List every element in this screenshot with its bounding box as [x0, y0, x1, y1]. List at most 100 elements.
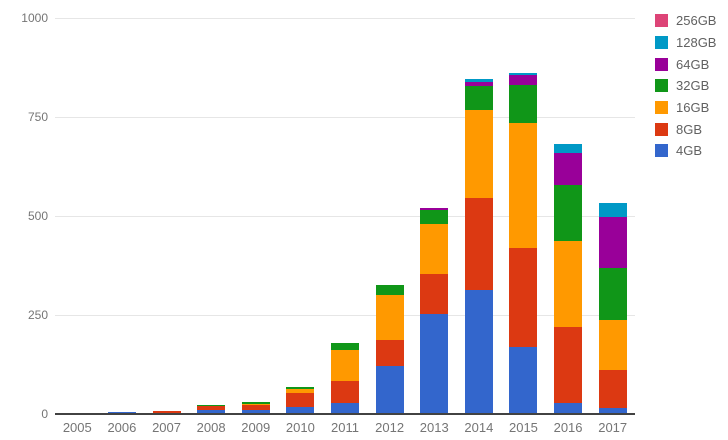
- bar-segment-2014-4GB[interactable]: [464, 290, 493, 414]
- bar-segment-2016-128GB[interactable]: [554, 143, 583, 154]
- x-tick-label-2014: 2014: [464, 420, 494, 435]
- gridline-250: [55, 314, 635, 316]
- bar-2011: [331, 342, 359, 414]
- legend-swatch-16GB: [655, 101, 668, 115]
- bar-segment-2017-128GB[interactable]: [598, 203, 627, 218]
- legend-item-256GB: 256GB: [655, 10, 716, 32]
- legend-swatch-64GB: [655, 57, 668, 71]
- bar-segment-2016-4GB[interactable]: [554, 403, 583, 414]
- bar-segment-2014-128GB[interactable]: [464, 79, 493, 83]
- bar-segment-2017-8GB[interactable]: [598, 370, 627, 409]
- bar-segment-2013-4GB[interactable]: [420, 313, 449, 414]
- bar-segment-2014-8GB[interactable]: [464, 198, 493, 291]
- x-tick-label-2012: 2012: [375, 420, 405, 435]
- x-axis-baseline: [55, 413, 635, 415]
- bar-segment-2009-16GB[interactable]: [241, 404, 270, 406]
- bar-segment-2011-8GB[interactable]: [331, 380, 359, 403]
- bar-2008: [197, 404, 226, 414]
- legend-item-32GB: 32GB: [655, 75, 716, 97]
- gridline-1000: [55, 17, 635, 19]
- y-tick-label-1000: 1000: [21, 11, 48, 25]
- y-tick-label-500: 500: [27, 209, 48, 223]
- bar-segment-2011-4GB[interactable]: [331, 402, 359, 414]
- bar-segment-2008-4GB[interactable]: [197, 410, 226, 414]
- x-tick-label-2016: 2016: [553, 420, 583, 435]
- bar-segment-2012-8GB[interactable]: [375, 339, 404, 367]
- bar-2012: [375, 284, 404, 414]
- legend-label-16GB: 16GB: [676, 100, 710, 116]
- bar-segment-2014-32GB[interactable]: [464, 86, 493, 110]
- bar-segment-2016-32GB[interactable]: [554, 184, 583, 242]
- bar-segment-2017-64GB[interactable]: [598, 217, 627, 269]
- legend-swatch-32GB: [655, 79, 668, 93]
- x-tick-label-2011: 2011: [331, 420, 359, 435]
- y-tick-label-750: 750: [27, 110, 48, 124]
- bar-segment-2008-8GB[interactable]: [197, 406, 226, 411]
- bar-2010: [286, 387, 315, 414]
- bar-2017: [598, 203, 627, 414]
- x-tick-label-2008: 2008: [196, 420, 226, 435]
- legend-label-64GB: 64GB: [676, 56, 710, 72]
- legend-label-8GB: 8GB: [676, 121, 703, 137]
- y-tick-label-250: 250: [27, 308, 48, 322]
- legend-item-128GB: 128GB: [655, 32, 716, 54]
- legend-item-4GB: 4GB: [655, 140, 716, 162]
- bar-segment-2015-32GB[interactable]: [509, 84, 538, 123]
- legend-label-4GB: 4GB: [676, 143, 703, 159]
- y-tick-label-0: 0: [41, 407, 48, 421]
- legend-item-16GB: 16GB: [655, 97, 716, 119]
- bar-segment-2010-32GB[interactable]: [286, 387, 315, 390]
- bar-segment-2012-16GB[interactable]: [375, 294, 404, 340]
- bar-segment-2013-8GB[interactable]: [420, 273, 449, 314]
- x-tick-label-2007: 2007: [152, 420, 181, 435]
- bar-segment-2015-4GB[interactable]: [509, 346, 538, 414]
- bar-segment-2008-32GB[interactable]: [197, 404, 226, 407]
- bar-segment-2010-4GB[interactable]: [286, 406, 315, 414]
- bar-2013: [420, 208, 449, 414]
- bar-segment-2014-64GB[interactable]: [464, 82, 493, 87]
- bar-segment-2012-4GB[interactable]: [375, 366, 404, 414]
- bar-2016: [554, 143, 583, 414]
- bar-segment-2012-32GB[interactable]: [375, 284, 404, 295]
- bar-segment-2017-32GB[interactable]: [598, 268, 627, 321]
- bar-segment-2015-64GB[interactable]: [509, 75, 538, 85]
- bar-segment-2009-32GB[interactable]: [241, 402, 270, 405]
- bar-segment-2014-16GB[interactable]: [464, 109, 493, 199]
- bar-segment-2016-16GB[interactable]: [554, 241, 583, 327]
- bar-2009: [241, 402, 270, 414]
- bar-segment-2015-16GB[interactable]: [509, 122, 538, 249]
- x-tick-label-2010: 2010: [285, 420, 315, 435]
- legend-label-128GB: 128GB: [676, 35, 717, 51]
- legend-label-256GB: 256GB: [676, 13, 717, 29]
- bar-segment-2015-8GB[interactable]: [509, 248, 538, 347]
- legend-swatch-4GB: [655, 144, 668, 158]
- bar-segment-2010-16GB[interactable]: [286, 389, 315, 394]
- bar-segment-2010-8GB[interactable]: [286, 393, 315, 407]
- bar-segment-2011-32GB[interactable]: [331, 342, 359, 350]
- gridline-750: [55, 116, 635, 118]
- legend: 256GB 128GB 64GB 32GB 16GB 8GB 4GB: [655, 10, 716, 162]
- bar-segment-2011-16GB[interactable]: [331, 349, 359, 381]
- x-tick-label-2015: 2015: [508, 420, 538, 435]
- bar-segment-2009-8GB[interactable]: [241, 405, 270, 411]
- bar-segment-2016-8GB[interactable]: [554, 326, 583, 404]
- plot-area: [55, 17, 635, 415]
- bar-segment-2017-4GB[interactable]: [598, 408, 627, 414]
- bar-segment-2009-4GB[interactable]: [241, 410, 270, 414]
- bar-2014: [464, 79, 493, 414]
- bar-segment-2016-64GB[interactable]: [554, 153, 583, 185]
- bar-segment-2013-32GB[interactable]: [420, 210, 449, 224]
- legend-swatch-8GB: [655, 122, 668, 136]
- bar-segment-2007-8GB[interactable]: [152, 411, 181, 414]
- legend-item-8GB: 8GB: [655, 118, 716, 140]
- x-tick-label-2009: 2009: [241, 420, 271, 435]
- bar-segment-2017-16GB[interactable]: [598, 320, 627, 371]
- bar-segment-2013-16GB[interactable]: [420, 223, 449, 274]
- legend-label-32GB: 32GB: [676, 78, 710, 94]
- bar-segment-2015-128GB[interactable]: [509, 73, 538, 76]
- x-tick-label-2006: 2006: [107, 420, 137, 435]
- bar-segment-2013-64GB[interactable]: [420, 208, 449, 211]
- x-tick-label-2005: 2005: [62, 420, 92, 435]
- legend-swatch-256GB: [655, 14, 668, 28]
